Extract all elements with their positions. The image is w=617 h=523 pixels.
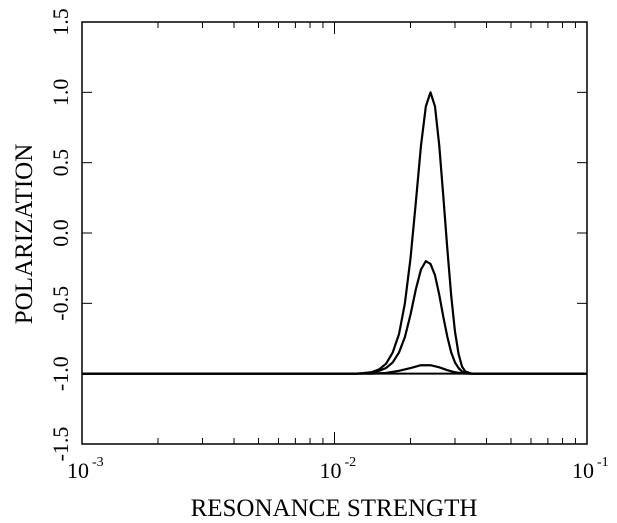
series-group: [82, 91, 587, 375]
series-line-3: [82, 364, 587, 375]
y-tick-label: 0.0: [48, 219, 73, 247]
y-tick-label: 1.0: [48, 79, 73, 107]
y-tick-label: 1.5: [48, 8, 73, 36]
x-tick-labels: 10 -3 10 -2 10 -1: [67, 455, 609, 483]
plot-frame: [81, 21, 588, 445]
x-tick-label: 10: [320, 458, 342, 483]
y-tick-label: -0.5: [48, 286, 73, 321]
series-line-2: [82, 260, 587, 375]
y-tick-labels: -1.5 -1.0 -0.5 0.0 0.5 1.0 1.5: [48, 8, 73, 461]
y-tick-label: 0.5: [48, 149, 73, 177]
x-tick-exponent: -1: [597, 455, 609, 470]
x-tick-label: 10: [67, 458, 89, 483]
y-axis-title: POLARIZATION: [11, 144, 38, 325]
x-tick-label: 10: [572, 458, 594, 483]
x-axis-title: RESONANCE STRENGTH: [191, 495, 478, 522]
y-tick-label: -1.0: [48, 356, 73, 391]
tick-marks: [81, 21, 587, 445]
y-tick-label: -1.5: [48, 427, 73, 462]
series-line-1: [82, 91, 587, 375]
x-tick-exponent: -2: [345, 455, 357, 470]
x-tick-exponent: -3: [92, 455, 104, 470]
